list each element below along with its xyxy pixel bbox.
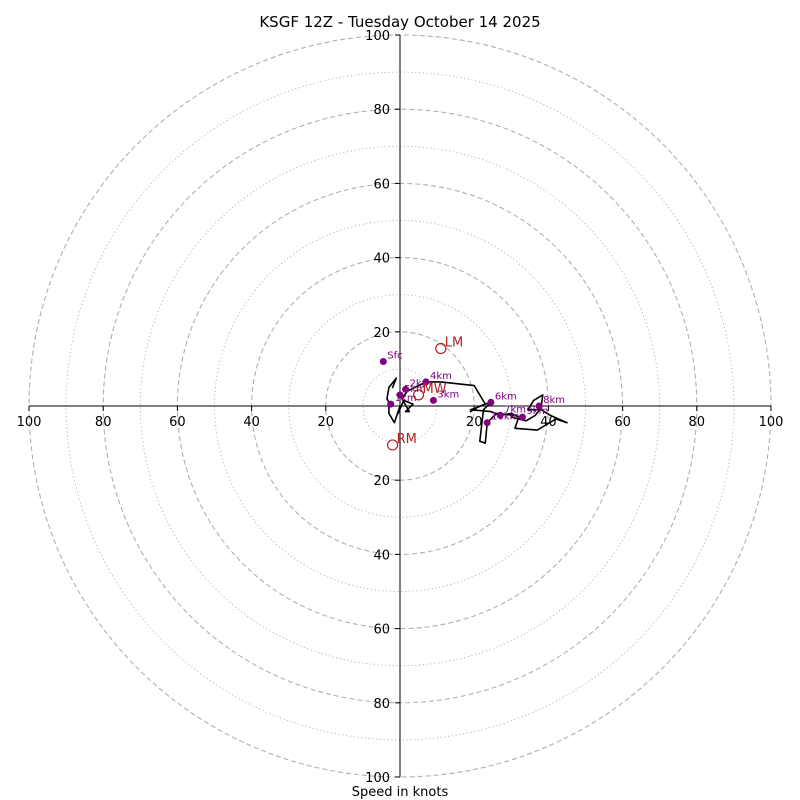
height-marker-dot — [396, 391, 404, 399]
height-marker-9km: 9km — [518, 406, 548, 421]
height-marker-label: 4km — [430, 371, 452, 382]
height-marker-label: 6km — [495, 391, 517, 402]
height-marker-label: 9km — [526, 406, 548, 417]
height-marker-8km: 8km — [535, 395, 565, 410]
height-marker-dot — [483, 419, 491, 427]
height-marker-4km: 4km — [422, 371, 452, 386]
y-tick-label: 20 — [373, 474, 390, 489]
storm-motion-lm: LM — [435, 335, 463, 355]
y-tick-label: 100 — [365, 771, 390, 786]
height-marker-label: 10km — [491, 412, 519, 423]
x-tick-label: 80 — [689, 415, 706, 430]
height-marker-1km: 1km — [387, 393, 417, 408]
wind-profile-layer — [386, 377, 568, 444]
storm-motion-label: RM — [397, 432, 417, 447]
height-marker-dot — [429, 396, 437, 404]
y-tick-label: 40 — [373, 548, 390, 563]
height-marker-6km: 6km — [487, 391, 517, 406]
x-tick-label: 100 — [759, 415, 784, 430]
x-axis-label: Speed in knots — [352, 785, 449, 800]
x-tick-label: 20 — [466, 415, 483, 430]
y-tick-label: 60 — [373, 177, 390, 192]
height-marker-7km: 7km — [496, 404, 526, 419]
y-tick-label: 40 — [373, 252, 390, 267]
height-marker-label: 1km — [395, 393, 417, 404]
height-marker-dot — [402, 385, 410, 393]
height-marker-dot — [487, 398, 495, 406]
storm-motion-markers: LM MW RM — [386, 335, 463, 451]
x-tick-label: 60 — [614, 415, 631, 430]
y-tick-label: 80 — [373, 697, 390, 712]
height-marker-label: 5km — [404, 384, 426, 395]
height-marker-5km: 5km — [396, 384, 426, 399]
storm-motion-label: LM — [445, 335, 463, 350]
height-marker-label: 3km — [437, 389, 459, 400]
storm-motion-label: MW — [423, 382, 447, 397]
height-marker-dot — [518, 413, 526, 421]
x-tick-label: 60 — [169, 415, 186, 430]
height-marker-dot — [496, 411, 504, 419]
storm-motion-marker — [435, 342, 447, 355]
height-marker-dot — [387, 400, 395, 408]
storm-motion-marker — [412, 389, 425, 401]
chart-title: KSGF 12Z - Tuesday October 14 2025 — [259, 13, 540, 31]
height-marker-label: 7km — [504, 404, 526, 415]
storm-motion-mw: MW — [412, 382, 447, 401]
x-tick-label: 80 — [95, 415, 112, 430]
x-tick-label: 40 — [243, 415, 260, 430]
height-marker-2km: 2km — [402, 378, 431, 393]
x-tick-label: 20 — [318, 415, 335, 430]
y-tick-label: 100 — [365, 29, 390, 44]
height-marker-10km: 10km — [483, 412, 519, 427]
storm-motion-marker — [386, 439, 399, 451]
x-tick-label: 100 — [17, 415, 42, 430]
y-tick-label: 60 — [373, 623, 390, 638]
height-marker-label: 8km — [543, 395, 565, 406]
tick-labels: 100 80 60 40 20 20 40 60 80 100100806040202040608… — [17, 29, 784, 786]
height-marker-label: Sfc — [387, 350, 402, 361]
y-tick-label: 80 — [373, 103, 390, 118]
height-marker-sfc: Sfc — [379, 350, 403, 365]
storm-motion-rm: RM — [386, 432, 417, 451]
height-marker-dot — [422, 378, 430, 386]
height-marker-dot — [535, 402, 543, 410]
wind-profile-line — [386, 377, 568, 444]
y-tick-label: 20 — [373, 326, 390, 341]
height-marker-dot — [379, 357, 387, 365]
height-marker-3km: 3km — [429, 389, 459, 404]
height-marker-label: 2km — [410, 378, 432, 389]
